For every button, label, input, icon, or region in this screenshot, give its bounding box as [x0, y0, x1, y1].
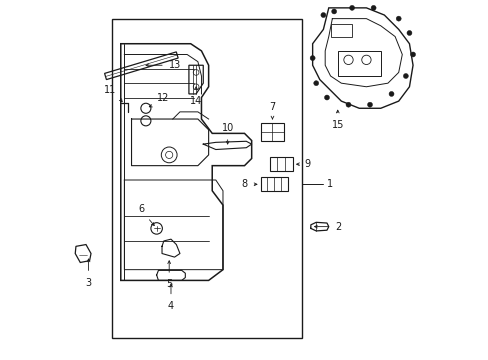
Circle shape [388, 91, 393, 96]
Text: 3: 3 [85, 278, 91, 288]
Circle shape [367, 102, 372, 107]
Circle shape [320, 13, 325, 18]
Text: 11: 11 [104, 85, 116, 95]
Circle shape [309, 55, 314, 60]
Text: 2: 2 [334, 222, 341, 231]
Text: 7: 7 [269, 102, 275, 112]
Circle shape [349, 5, 354, 10]
Circle shape [403, 73, 407, 78]
Text: 5: 5 [166, 279, 172, 289]
Bar [330, 24, 351, 37]
Bar [269, 157, 292, 171]
Text: 14: 14 [189, 96, 202, 107]
Circle shape [395, 16, 400, 21]
Circle shape [346, 102, 350, 107]
Text: 9: 9 [304, 159, 310, 169]
Bar [260, 123, 284, 140]
Text: 1: 1 [326, 179, 332, 189]
Circle shape [313, 81, 318, 86]
Text: 10: 10 [221, 123, 233, 134]
Text: 4: 4 [167, 301, 174, 311]
Circle shape [406, 31, 411, 36]
Text: 15: 15 [331, 120, 343, 130]
Bar [260, 177, 287, 192]
Bar [112, 19, 301, 338]
Text: 8: 8 [241, 179, 247, 189]
Bar [337, 51, 380, 76]
Circle shape [410, 52, 415, 57]
Circle shape [331, 9, 336, 14]
Circle shape [370, 5, 375, 10]
Text: 13: 13 [169, 60, 181, 70]
Text: 12: 12 [157, 93, 169, 103]
Circle shape [324, 95, 329, 100]
Text: 6: 6 [139, 204, 144, 215]
